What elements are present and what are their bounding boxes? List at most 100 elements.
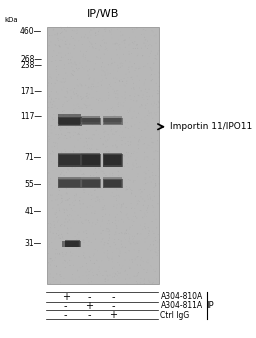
Point bbox=[137, 150, 141, 156]
Point bbox=[76, 220, 80, 225]
Point bbox=[143, 224, 147, 230]
Point bbox=[146, 225, 150, 231]
Point bbox=[117, 231, 121, 236]
Point bbox=[83, 53, 87, 58]
Point bbox=[47, 137, 51, 142]
Point bbox=[89, 178, 93, 184]
Point bbox=[143, 44, 147, 49]
FancyBboxPatch shape bbox=[58, 180, 80, 187]
Point bbox=[99, 158, 103, 164]
Point bbox=[87, 269, 91, 274]
Point bbox=[85, 89, 89, 94]
Point bbox=[54, 249, 58, 254]
Point bbox=[50, 185, 55, 191]
FancyBboxPatch shape bbox=[103, 179, 123, 188]
Point bbox=[70, 208, 74, 213]
Point bbox=[135, 98, 139, 103]
Point bbox=[101, 169, 105, 174]
Point bbox=[148, 174, 152, 180]
Point bbox=[65, 37, 69, 43]
Point bbox=[77, 145, 81, 151]
Point bbox=[114, 142, 118, 148]
Point bbox=[58, 201, 62, 206]
Point bbox=[93, 159, 97, 164]
Point bbox=[84, 228, 88, 234]
Point bbox=[85, 103, 89, 108]
Point bbox=[54, 96, 58, 101]
Point bbox=[66, 197, 70, 202]
Point bbox=[130, 151, 134, 156]
Point bbox=[66, 167, 70, 173]
Point bbox=[83, 32, 88, 38]
Point bbox=[49, 151, 54, 156]
Point bbox=[63, 258, 67, 264]
Point bbox=[154, 112, 158, 118]
Point bbox=[132, 151, 136, 156]
FancyBboxPatch shape bbox=[59, 118, 80, 125]
Point bbox=[142, 157, 146, 162]
Point bbox=[103, 134, 107, 140]
Point bbox=[154, 276, 158, 282]
Point bbox=[86, 72, 90, 78]
Point bbox=[141, 215, 145, 220]
Point bbox=[99, 231, 103, 236]
FancyBboxPatch shape bbox=[104, 155, 121, 165]
Point bbox=[73, 43, 77, 48]
Point bbox=[61, 110, 65, 116]
Point bbox=[151, 255, 155, 261]
Point bbox=[61, 156, 65, 162]
Point bbox=[127, 65, 131, 70]
Point bbox=[82, 101, 86, 107]
Point bbox=[133, 34, 137, 40]
Point bbox=[90, 75, 94, 80]
Point bbox=[135, 198, 139, 204]
Point bbox=[54, 42, 58, 47]
Point bbox=[137, 77, 142, 83]
Point bbox=[150, 111, 154, 116]
Point bbox=[46, 261, 50, 266]
Point bbox=[66, 238, 70, 244]
Point bbox=[142, 214, 146, 219]
Point bbox=[50, 144, 54, 150]
Point bbox=[149, 136, 153, 141]
Point bbox=[156, 149, 160, 154]
Point bbox=[123, 269, 127, 274]
Point bbox=[124, 71, 128, 77]
Point bbox=[100, 217, 104, 223]
Point bbox=[60, 30, 64, 35]
Point bbox=[127, 35, 132, 41]
Point bbox=[77, 105, 81, 111]
Point bbox=[136, 281, 140, 286]
Point bbox=[90, 184, 94, 190]
Point bbox=[76, 132, 80, 137]
Point bbox=[117, 223, 121, 228]
Point bbox=[87, 177, 91, 182]
Point bbox=[61, 156, 65, 162]
Text: +: + bbox=[62, 292, 70, 302]
Point bbox=[69, 258, 73, 263]
Text: 171—: 171— bbox=[20, 87, 42, 96]
Point bbox=[148, 192, 152, 197]
Point bbox=[59, 168, 63, 173]
Point bbox=[54, 51, 58, 56]
Point bbox=[128, 135, 132, 140]
Point bbox=[58, 223, 62, 228]
Point bbox=[59, 172, 63, 177]
Point bbox=[113, 113, 117, 118]
Point bbox=[69, 94, 73, 100]
Point bbox=[57, 126, 61, 131]
Point bbox=[60, 168, 64, 173]
Point bbox=[64, 49, 68, 54]
Point bbox=[153, 72, 157, 77]
Point bbox=[78, 198, 82, 204]
Point bbox=[139, 231, 143, 236]
Point bbox=[146, 260, 150, 266]
Point bbox=[79, 206, 83, 211]
Point bbox=[94, 221, 98, 227]
Point bbox=[143, 141, 147, 146]
Point bbox=[70, 34, 74, 39]
Point bbox=[111, 126, 115, 131]
Point bbox=[58, 44, 62, 50]
FancyBboxPatch shape bbox=[104, 118, 121, 124]
Point bbox=[65, 197, 69, 202]
